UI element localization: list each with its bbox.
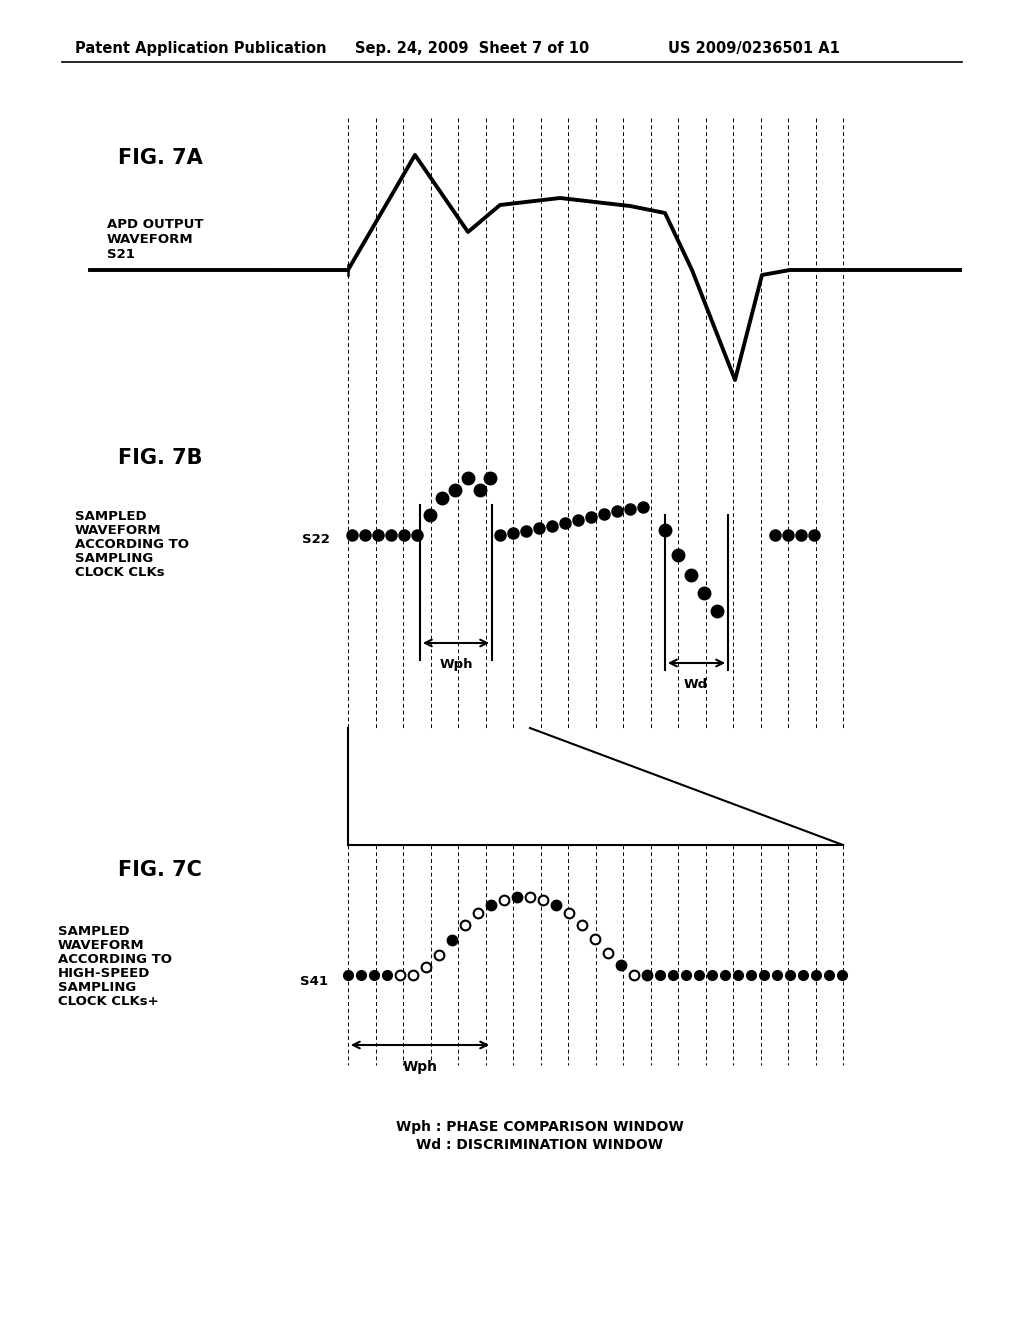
Text: S41: S41 bbox=[300, 975, 328, 987]
Text: Wd : DISCRIMINATION WINDOW: Wd : DISCRIMINATION WINDOW bbox=[417, 1138, 664, 1152]
Text: SAMPLED: SAMPLED bbox=[75, 510, 146, 523]
Text: FIG. 7C: FIG. 7C bbox=[118, 861, 202, 880]
Text: CLOCK CLKs+: CLOCK CLKs+ bbox=[58, 995, 159, 1008]
Text: S21: S21 bbox=[106, 248, 135, 261]
Text: Wph: Wph bbox=[402, 1060, 437, 1074]
Text: HIGH-SPEED: HIGH-SPEED bbox=[58, 968, 151, 979]
Text: Wph: Wph bbox=[439, 657, 473, 671]
Text: S22: S22 bbox=[302, 533, 330, 546]
Text: ACCORDING TO: ACCORDING TO bbox=[75, 539, 189, 550]
Text: Wd: Wd bbox=[684, 678, 708, 690]
Text: US 2009/0236501 A1: US 2009/0236501 A1 bbox=[668, 41, 840, 55]
Text: SAMPLING: SAMPLING bbox=[58, 981, 136, 994]
Text: WAVEFORM: WAVEFORM bbox=[75, 524, 162, 537]
Text: Wph : PHASE COMPARISON WINDOW: Wph : PHASE COMPARISON WINDOW bbox=[396, 1119, 684, 1134]
Text: WAVEFORM: WAVEFORM bbox=[58, 939, 144, 952]
Text: FIG. 7A: FIG. 7A bbox=[118, 148, 203, 168]
Text: Sep. 24, 2009  Sheet 7 of 10: Sep. 24, 2009 Sheet 7 of 10 bbox=[355, 41, 589, 55]
Text: SAMPLED: SAMPLED bbox=[58, 925, 130, 939]
Text: ACCORDING TO: ACCORDING TO bbox=[58, 953, 172, 966]
Text: FIG. 7B: FIG. 7B bbox=[118, 447, 203, 469]
Text: APD OUTPUT: APD OUTPUT bbox=[106, 218, 204, 231]
Text: SAMPLING: SAMPLING bbox=[75, 552, 154, 565]
Text: CLOCK CLKs: CLOCK CLKs bbox=[75, 566, 165, 579]
Text: Patent Application Publication: Patent Application Publication bbox=[75, 41, 327, 55]
Text: WAVEFORM: WAVEFORM bbox=[106, 234, 194, 246]
